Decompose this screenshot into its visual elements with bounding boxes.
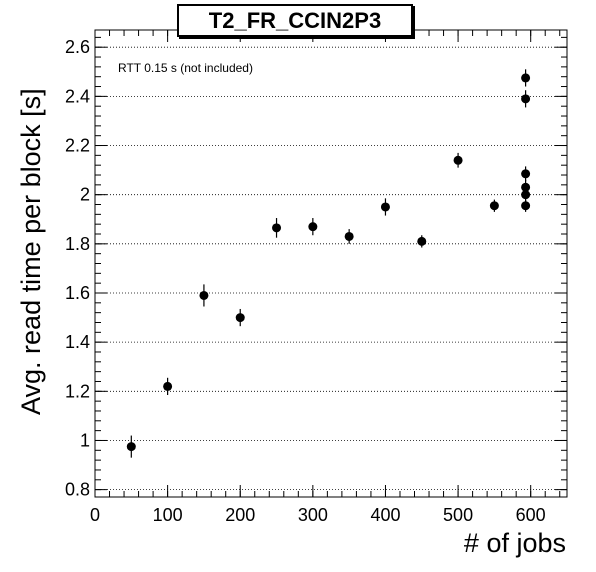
data-point [272, 223, 282, 233]
x-tick-label: 100 [153, 505, 183, 525]
data-point [521, 169, 531, 179]
y-tick-label: 1.8 [65, 234, 90, 254]
y-tick-label: 1.6 [65, 283, 90, 303]
data-point [308, 222, 318, 232]
y-tick-label: 1.4 [65, 332, 90, 352]
y-tick-label: 2 [80, 185, 90, 205]
data-point [521, 190, 531, 200]
data-point [344, 231, 354, 241]
data-point [199, 290, 209, 300]
axis-ticks: 0.8 1 1.2 1.4 1.6 1.8 2 2.2 2.4 2.6 0 100 200 300 400 5… [65, 30, 567, 525]
y-axis-label: Avg. read time per block [s] [16, 88, 46, 415]
x-tick-label: 500 [443, 505, 473, 525]
data-point [453, 155, 463, 165]
data-point [380, 202, 390, 212]
y-tick-label: 1.2 [65, 381, 90, 401]
data-point [521, 73, 531, 83]
data-point [235, 313, 245, 323]
x-axis-label: # of jobs [463, 528, 566, 558]
data-point [163, 381, 173, 391]
data-point [489, 201, 499, 211]
chart-annotation: RTT 0.15 s (not included) [118, 61, 253, 75]
data-point [521, 94, 531, 104]
plot-frame [94, 29, 568, 498]
x-tick-label: 600 [516, 505, 546, 525]
y-tick-label: 1 [80, 430, 90, 450]
y-tick-label: 2.4 [65, 86, 90, 106]
data-points [126, 69, 531, 458]
x-tick-label: 300 [298, 505, 328, 525]
x-tick-label: 0 [90, 505, 100, 525]
y-tick-label: 0.8 [65, 480, 90, 500]
x-tick-label: 200 [225, 505, 255, 525]
x-tick-label: 400 [370, 505, 400, 525]
y-tick-label: 2.2 [65, 136, 90, 156]
y-tick-label: 2.6 [65, 37, 90, 57]
data-point [521, 201, 531, 211]
data-point [417, 236, 427, 246]
chart-title: T2_FR_CCIN2P3 [177, 4, 413, 37]
grid-lines [95, 46, 567, 491]
data-point [126, 442, 136, 452]
